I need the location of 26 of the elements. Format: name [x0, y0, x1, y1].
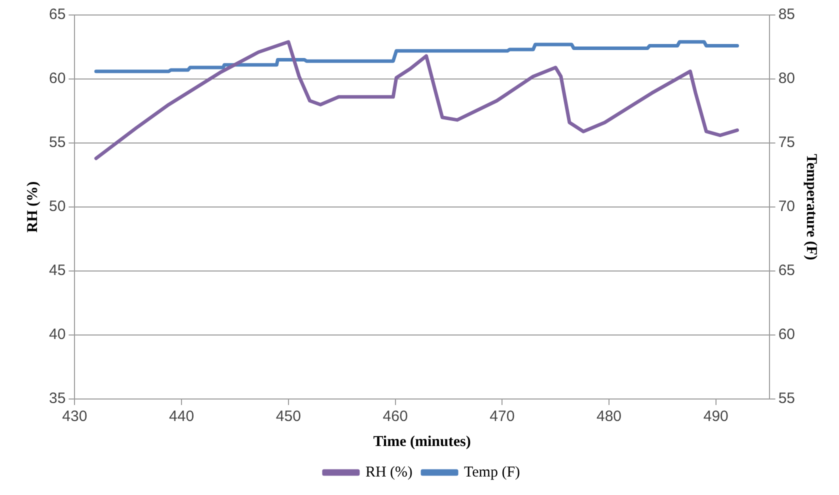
x-tick-label: 450	[276, 408, 301, 426]
y-tick-label: 40	[48, 326, 66, 344]
x-tick-label: 440	[169, 408, 194, 426]
y-tick-label: 45	[48, 262, 66, 280]
y2-tick-label: 55	[778, 390, 796, 408]
x-tick-label: 490	[703, 408, 728, 426]
y2-tick-label: 70	[778, 198, 796, 216]
legend-label: Temp (F)	[464, 464, 520, 480]
x-tick-label: 480	[596, 408, 622, 426]
y-tick-label: 55	[48, 134, 66, 152]
y-tick-label: 35	[48, 390, 66, 408]
y2-tick-label: 60	[778, 326, 796, 344]
x-axis-title: Time (minutes)	[373, 434, 471, 450]
y2-axis-title: Temperature (F)	[803, 154, 820, 260]
x-tick-label: 460	[382, 408, 408, 426]
x-tick-label: 470	[490, 408, 515, 426]
y-tick-label: 50	[48, 198, 66, 216]
y-tick-label: 60	[48, 70, 66, 88]
y2-tick-label: 75	[778, 134, 796, 152]
legend-label: RH (%)	[365, 464, 413, 480]
y2-tick-label: 85	[778, 6, 796, 24]
x-tick-label: 430	[62, 408, 88, 426]
y-tick-label: 65	[48, 6, 66, 24]
y-axis-title: RH (%)	[24, 181, 41, 233]
y2-tick-label: 80	[778, 70, 796, 88]
y2-tick-label: 65	[778, 262, 796, 280]
